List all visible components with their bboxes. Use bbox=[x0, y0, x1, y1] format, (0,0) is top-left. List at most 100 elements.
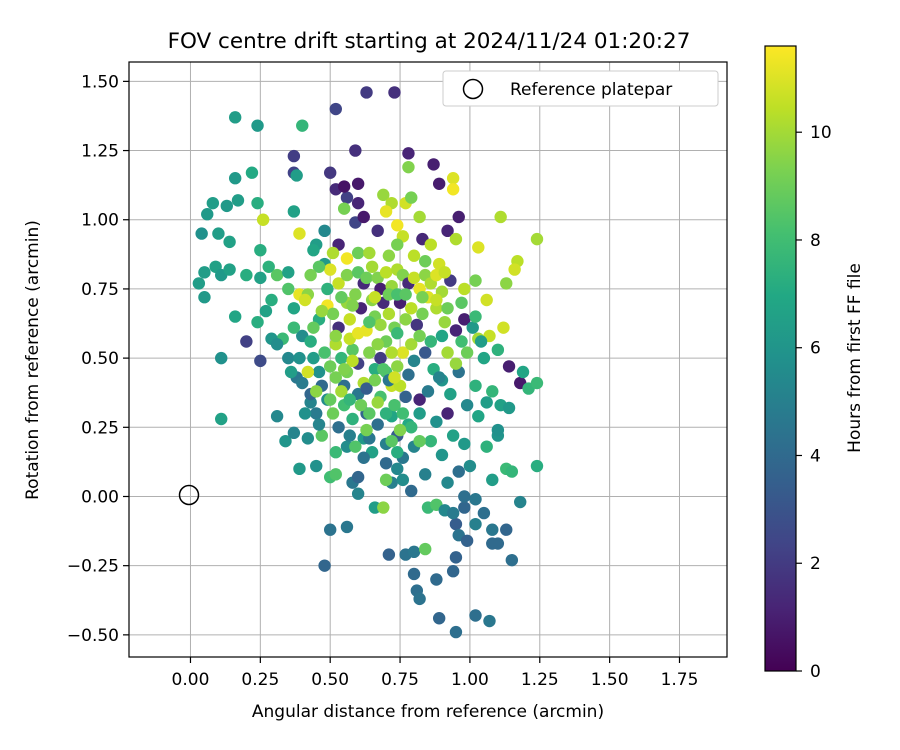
data-point bbox=[312, 365, 326, 379]
data-point bbox=[298, 407, 312, 420]
legend: Reference platepar bbox=[442, 70, 719, 107]
data-point bbox=[349, 440, 362, 453]
data-point bbox=[458, 437, 471, 451]
data-point bbox=[530, 376, 544, 390]
data-point bbox=[441, 224, 454, 238]
data-point bbox=[463, 459, 477, 473]
data-point bbox=[351, 177, 365, 190]
data-point bbox=[287, 149, 301, 163]
colorbar-tick-label: 6 bbox=[810, 339, 821, 359]
data-point bbox=[240, 335, 253, 348]
data-point bbox=[256, 213, 270, 226]
data-point bbox=[407, 271, 421, 285]
data-point bbox=[469, 274, 482, 287]
data-point bbox=[388, 398, 401, 412]
y-tick-label: 0.50 bbox=[81, 349, 119, 369]
data-point bbox=[337, 202, 351, 215]
data-point bbox=[516, 365, 530, 379]
data-point bbox=[290, 169, 303, 182]
data-point bbox=[388, 371, 401, 384]
data-point bbox=[402, 368, 415, 381]
data-point bbox=[282, 266, 295, 279]
x-axis-label: Angular distance from reference (arcmin) bbox=[252, 702, 604, 722]
data-point bbox=[349, 288, 362, 301]
data-point bbox=[307, 243, 320, 257]
data-point bbox=[371, 418, 384, 431]
data-point bbox=[371, 224, 384, 238]
data-point bbox=[287, 302, 301, 315]
data-point bbox=[405, 484, 418, 498]
data-point bbox=[438, 266, 451, 279]
data-point bbox=[245, 166, 259, 179]
data-point bbox=[262, 260, 275, 273]
data-point bbox=[228, 172, 242, 185]
data-point bbox=[321, 282, 334, 296]
data-point bbox=[360, 86, 373, 99]
data-point bbox=[480, 440, 493, 453]
data-point bbox=[326, 246, 340, 260]
data-point bbox=[413, 592, 426, 606]
data-point bbox=[508, 263, 521, 276]
data-point bbox=[458, 282, 471, 296]
data-point bbox=[472, 241, 485, 254]
data-point bbox=[318, 346, 331, 359]
data-point bbox=[446, 565, 460, 578]
colorbar-label: Hours from first FF file bbox=[845, 263, 865, 453]
data-point bbox=[416, 307, 429, 321]
data-point bbox=[441, 346, 454, 359]
y-tick-label: 1.00 bbox=[81, 211, 119, 231]
data-point bbox=[329, 446, 342, 459]
data-point bbox=[444, 387, 457, 401]
data-point bbox=[254, 271, 267, 285]
data-point bbox=[329, 371, 342, 384]
y-tick-label: 1.25 bbox=[81, 142, 119, 162]
data-point bbox=[441, 407, 454, 420]
data-point bbox=[365, 260, 379, 273]
data-point bbox=[379, 407, 393, 420]
data-point bbox=[430, 415, 443, 428]
data-point bbox=[438, 315, 451, 329]
data-point bbox=[329, 102, 342, 116]
data-point bbox=[228, 111, 242, 124]
data-point bbox=[287, 426, 301, 440]
data-point bbox=[410, 318, 424, 332]
data-point bbox=[413, 393, 426, 406]
data-point bbox=[382, 548, 396, 561]
colorbar-tick-label: 0 bbox=[810, 662, 821, 682]
data-point bbox=[304, 335, 317, 348]
data-point bbox=[407, 545, 421, 559]
data-point bbox=[223, 263, 236, 276]
data-point bbox=[446, 172, 460, 185]
data-point bbox=[458, 313, 471, 326]
data-point bbox=[530, 459, 544, 473]
data-point bbox=[486, 537, 499, 550]
x-tick-label: 1.50 bbox=[591, 670, 629, 690]
data-point bbox=[349, 144, 362, 157]
data-point bbox=[301, 365, 315, 379]
legend-box bbox=[442, 70, 719, 107]
data-point bbox=[449, 517, 463, 531]
data-point bbox=[466, 321, 479, 334]
data-point bbox=[469, 379, 482, 392]
data-point bbox=[502, 360, 516, 373]
data-point bbox=[435, 448, 449, 462]
y-tick-label: −0.25 bbox=[67, 557, 119, 577]
data-point bbox=[379, 473, 393, 487]
data-point bbox=[500, 277, 513, 290]
data-point bbox=[455, 296, 468, 309]
data-point bbox=[363, 346, 376, 359]
data-point bbox=[432, 371, 446, 384]
data-point bbox=[301, 432, 315, 445]
data-point bbox=[424, 335, 437, 348]
data-point bbox=[432, 612, 446, 625]
data-point bbox=[312, 260, 326, 273]
data-point bbox=[343, 393, 356, 406]
legend-reference-label: Reference platepar bbox=[510, 80, 672, 100]
data-point bbox=[251, 315, 264, 329]
data-point bbox=[460, 534, 474, 547]
data-point bbox=[293, 462, 306, 476]
data-point bbox=[346, 354, 359, 368]
data-point bbox=[346, 412, 359, 426]
data-point bbox=[474, 335, 488, 348]
data-point bbox=[405, 421, 418, 434]
